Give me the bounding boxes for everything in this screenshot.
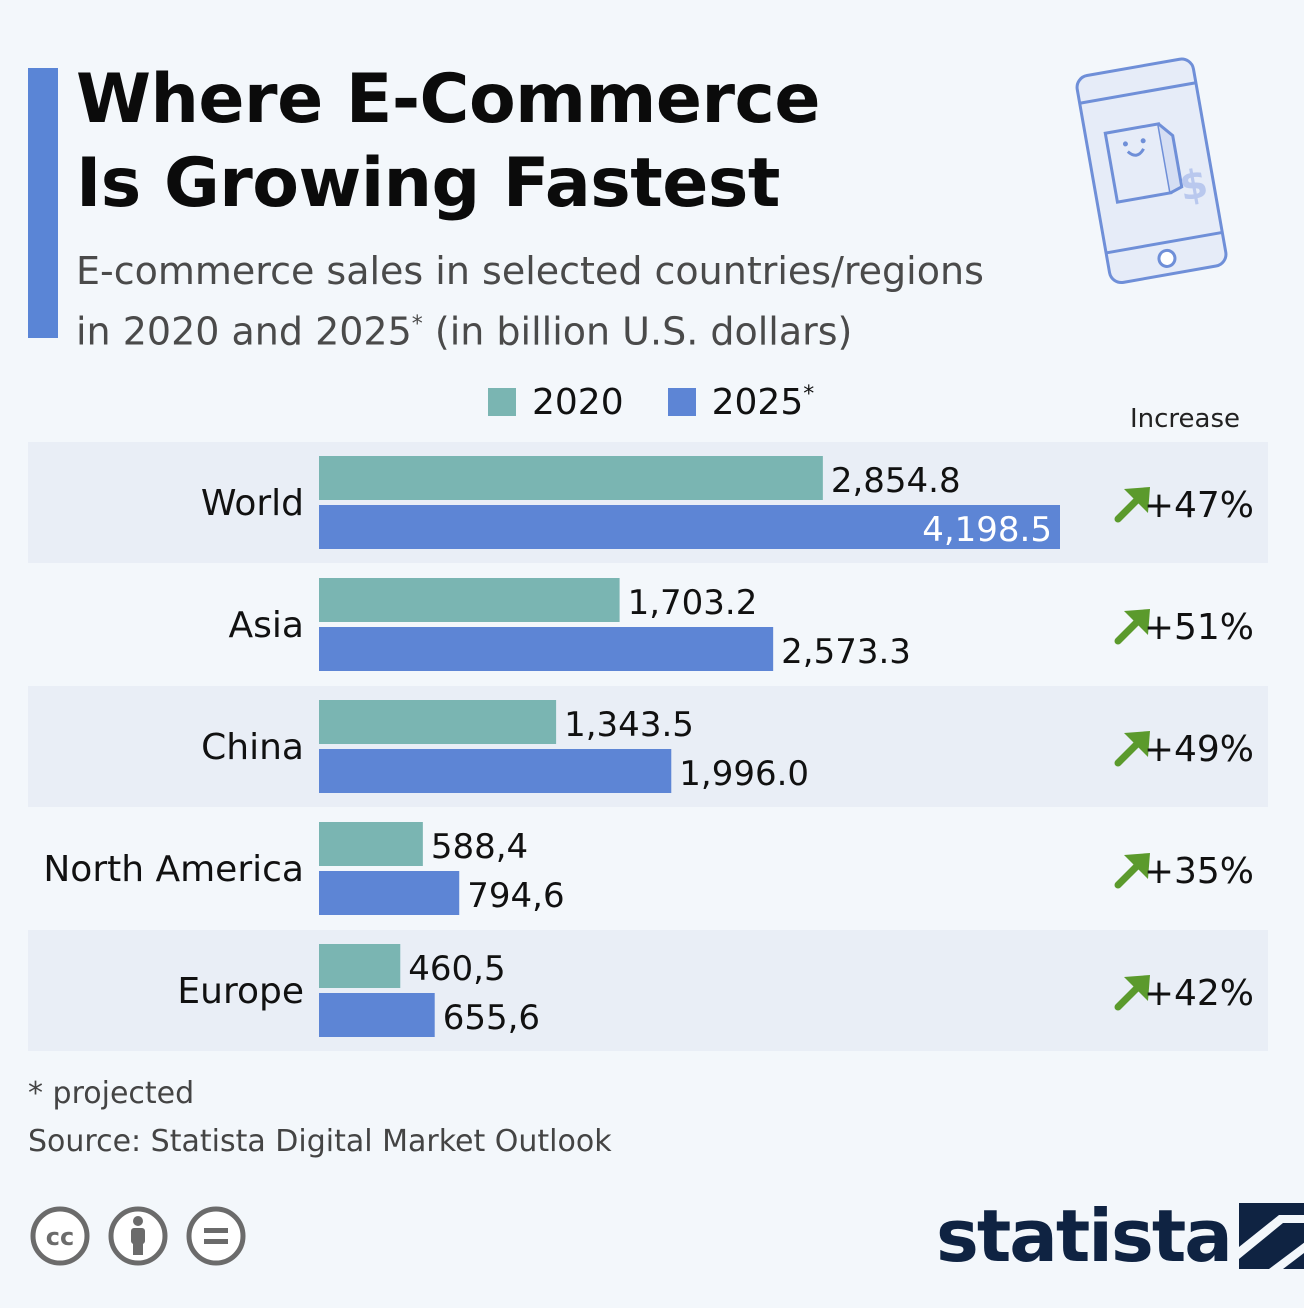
legend-item-2020: 2020 (488, 382, 624, 423)
bar-2025-north-america (319, 871, 460, 915)
statista-logo: statista (936, 1196, 1304, 1276)
legend-swatch-2025 (667, 388, 696, 416)
legend-label-2020: 2020 (532, 381, 624, 423)
bar-2020-europe (319, 944, 401, 988)
value-label-2020-north-america: 588,4 (431, 827, 528, 867)
arrow-up-right-icon-head (1124, 609, 1150, 635)
cc-icon[interactable]: cc (28, 1204, 92, 1268)
value-label-2025-north-america: 794,6 (467, 876, 564, 916)
arrow-up-right-icon-head (1124, 975, 1150, 1001)
legend-swatch-2020 (488, 388, 516, 416)
brand-wordmark: statista (936, 1194, 1233, 1278)
increase-label-asia: +51% (1144, 607, 1254, 648)
chart-title: Where E-Commerce Is Growing Fastest (76, 58, 820, 226)
value-label-2020-world: 2,854.8 (831, 461, 961, 501)
value-label-2025-world: 4,198.5 (922, 510, 1052, 550)
bar-2025-asia (319, 627, 774, 671)
subtitle-line-1: E-commerce sales in selected countries/r… (76, 249, 984, 293)
phone-shopping-bag-icon: $ (1075, 57, 1228, 285)
value-label-2020-asia: 1,703.2 (628, 583, 758, 623)
legend-label-2025: 2025* (711, 381, 815, 423)
title-line-2: Is Growing Fastest (76, 144, 780, 223)
value-label-2025-asia: 2,573.3 (781, 632, 911, 672)
bar-2020-north-america (319, 822, 423, 866)
bar-2025-world (319, 505, 1060, 549)
subtitle-line-2: in 2020 and 2025* (in billion U.S. dolla… (76, 309, 853, 354)
category-label-north-america: North America (43, 849, 304, 890)
bar-2020-china (319, 700, 557, 744)
increase-label-china: +49% (1144, 729, 1254, 770)
bar-2020-world (319, 456, 823, 500)
chart-legend: 2020 2025* (488, 380, 858, 424)
legend-item-2025: 2025* (667, 381, 815, 423)
category-label-china: China (201, 727, 304, 768)
chart-subtitle: E-commerce sales in selected countries/r… (76, 244, 984, 359)
value-label-2025-europe: 655,6 (443, 998, 540, 1038)
category-label-world: World (201, 483, 304, 524)
arrow-up-right-icon-head (1124, 487, 1150, 513)
row-band-europe (28, 930, 1268, 1051)
footnote: * projected (28, 1076, 195, 1111)
arrow-up-right-icon-head (1124, 731, 1150, 757)
no-derivatives-icon[interactable] (184, 1204, 248, 1268)
bar-2025-china (319, 749, 672, 793)
license-icons: cc (28, 1204, 262, 1268)
source-note: Source: Statista Digital Market Outlook (28, 1124, 612, 1159)
bar-2025-europe (319, 993, 435, 1037)
bar-2020-asia (319, 578, 620, 622)
statista-logo-mark-icon (1238, 1203, 1304, 1269)
category-label-asia: Asia (229, 605, 304, 646)
value-label-2025-china: 1,996.0 (679, 754, 809, 794)
svg-text:cc: cc (46, 1223, 74, 1251)
increase-label-world: +47% (1144, 485, 1254, 526)
increase-column-header: Increase (1129, 404, 1241, 434)
value-label-2020-europe: 460,5 (408, 949, 505, 989)
attribution-icon[interactable] (106, 1204, 170, 1268)
value-label-2020-china: 1,343.5 (564, 705, 694, 745)
category-label-europe: Europe (177, 971, 304, 1012)
arrow-up-right-icon-head (1124, 853, 1150, 879)
increase-label-north-america: +35% (1144, 851, 1254, 892)
increase-label-europe: +42% (1144, 973, 1254, 1014)
title-accent-bar (28, 68, 58, 338)
title-line-1: Where E-Commerce (76, 60, 820, 139)
